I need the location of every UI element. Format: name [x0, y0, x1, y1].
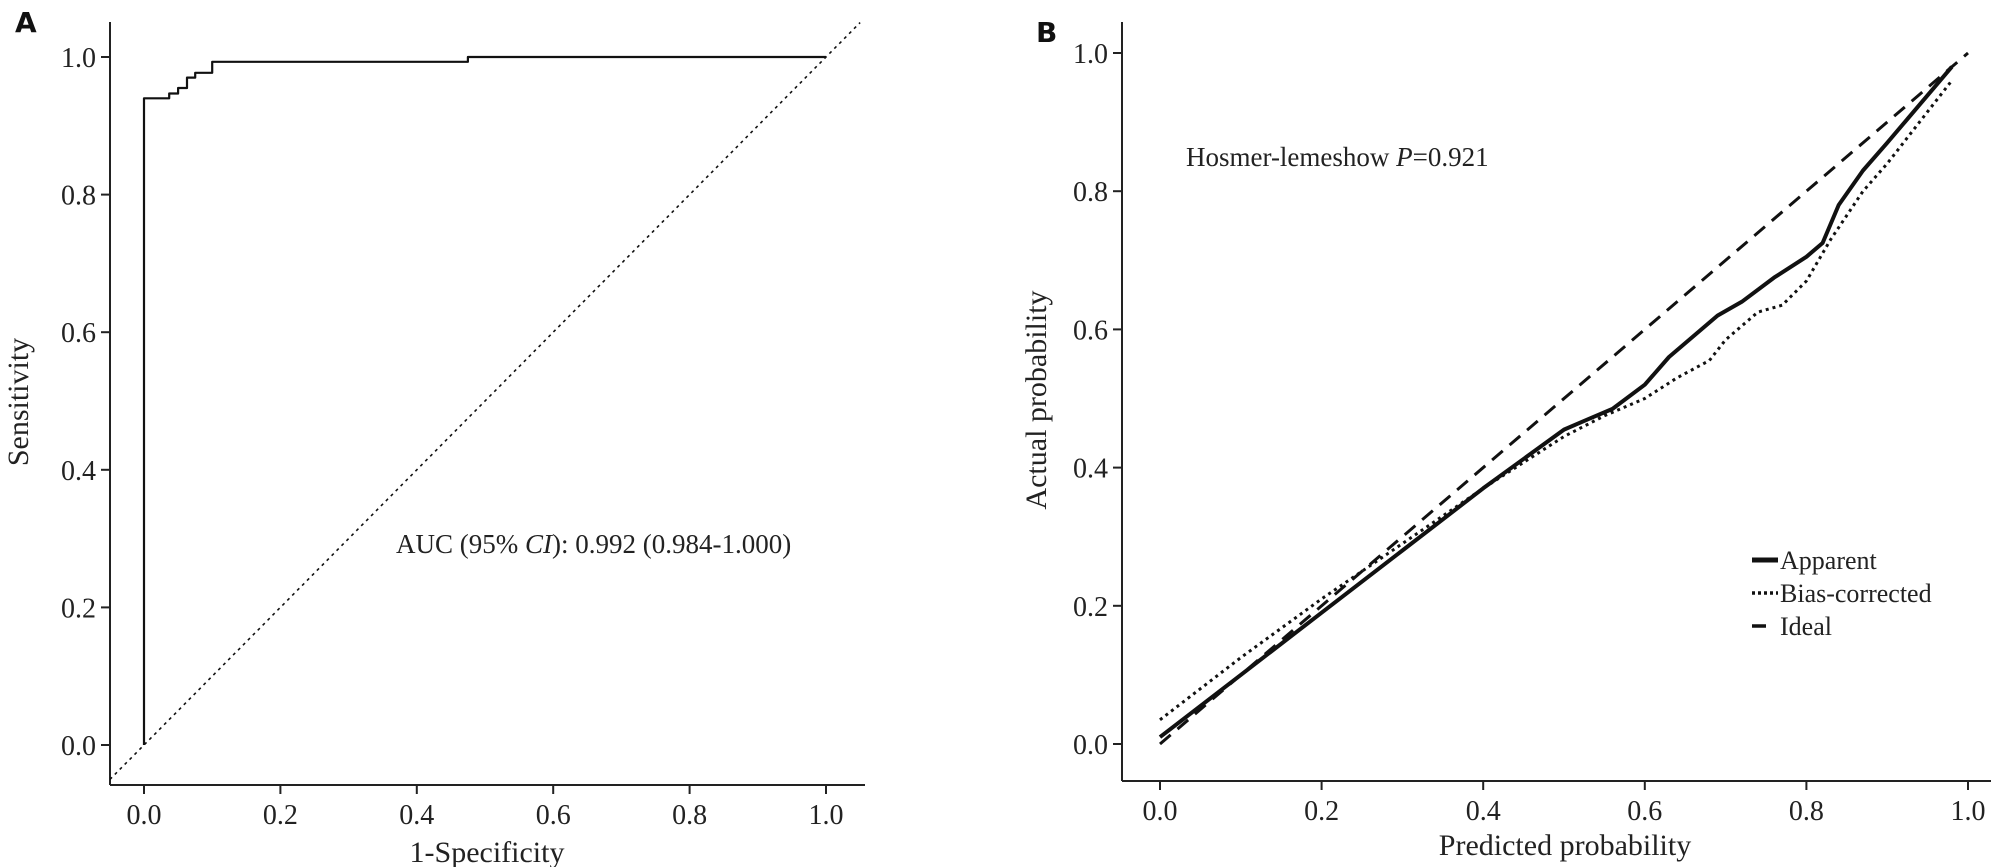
roc-series-reference-diagonal	[110, 22, 861, 780]
calibration-x-tick-label: 0.2	[1304, 796, 1339, 827]
panel-a-letter: A	[15, 6, 37, 39]
roc-y-tick-label: 0.8	[61, 181, 96, 212]
calibration-y-tick-label: 1.0	[1073, 39, 1108, 70]
calibration-y-tick-label: 0.0	[1073, 730, 1108, 761]
roc-x-ticks: 0.0 0.2 0.4 0.6 0.8 1.0	[127, 785, 844, 831]
calibration-x-tick-label: 0.8	[1789, 796, 1824, 827]
auc-annotation-ci: CI	[525, 529, 554, 559]
calibration-panel: B 0.0 0.2 0.4 0.6 0.8 1.0 0.00.20.40.60.81.0 …	[1020, 16, 1991, 862]
calibration-series-group	[1158, 51, 1969, 746]
calibration-x-tick-label: 1.0	[1951, 796, 1986, 827]
calibration-x-tick-label: 0.6	[1627, 796, 1662, 827]
calibration-y-tick-label: 0.2	[1073, 592, 1108, 623]
legend-label: Bias-corrected	[1780, 579, 1932, 608]
hosmer-lemeshow-annotation: Hosmer-lemeshow P=0.921	[1186, 142, 1489, 172]
roc-x-tick-label: 0.2	[263, 800, 298, 831]
calibration-y-ticks: 0.0 0.2 0.4 0.6 0.8 1.0	[1073, 39, 1122, 761]
calibration-x-tick-label: 0.0	[1143, 796, 1178, 827]
roc-x-tick-label: 0.4	[399, 800, 434, 831]
roc-x-tick-label: 1.0	[809, 800, 844, 831]
calibration-x-tick-label: 0.4	[1466, 796, 1501, 827]
calibration-x-ticks: 0.0 0.2 0.4 0.6 0.8 1.0	[1143, 781, 1986, 827]
roc-series-group	[110, 22, 861, 780]
calibration-y-tick-label: 0.8	[1073, 177, 1108, 208]
calibration-series-ideal	[1159, 51, 1969, 746]
roc-y-tick-label: 0.4	[61, 456, 96, 487]
auc-annotation: AUC (95% CI): 0.992 (0.984-1.000)	[396, 529, 791, 559]
panel-b-letter: B	[1036, 16, 1057, 49]
roc-y-tick-label: 0.2	[61, 593, 96, 624]
roc-series-curve	[142, 55, 826, 745]
calibration-y-tick-label: 0.6	[1073, 315, 1108, 346]
calibration-series-apparent	[1158, 65, 1954, 739]
roc-x-axis-label: 1-Specificity	[410, 836, 565, 867]
calibration-y-axis-label: Actual probability	[1020, 290, 1053, 509]
roc-y-tick-label: 0.6	[61, 318, 96, 349]
roc-x-tick-label: 0.8	[672, 800, 707, 831]
roc-x-tick-label: 0.0	[127, 800, 162, 831]
calibration-x-axis-label: Predicted probability	[1439, 829, 1691, 862]
calibration-y-tick-label: 0.4	[1073, 454, 1108, 485]
auc-annotation-suffix: ): 0.992 (0.984-1.000)	[552, 529, 791, 559]
roc-y-axis-label: Sensitivity	[2, 338, 35, 466]
calibration-legend: Apparent Bias-corrected Ideal	[1752, 546, 1932, 641]
roc-y-ticks: 0.0 0.2 0.4 0.6 0.8 1.0	[61, 43, 110, 762]
roc-y-tick-label: 0.0	[61, 731, 96, 762]
hl-annotation-p: P	[1395, 142, 1413, 172]
hl-annotation-suffix: =0.921	[1413, 142, 1489, 172]
roc-x-tick-label: 0.6	[536, 800, 571, 831]
auc-annotation-prefix: AUC (95%	[396, 529, 525, 559]
roc-y-tick-label: 1.0	[61, 43, 96, 74]
hl-annotation-prefix: Hosmer-lemeshow	[1186, 142, 1396, 172]
legend-label: Apparent	[1780, 546, 1878, 575]
roc-panel: A 0.0 0.2 0.4 0.6 0.8 1.0 0.00.20.40.60.81.0 …	[2, 6, 865, 867]
calibration-series-bias-corrected	[1159, 79, 1953, 721]
legend-label: Ideal	[1780, 612, 1832, 641]
